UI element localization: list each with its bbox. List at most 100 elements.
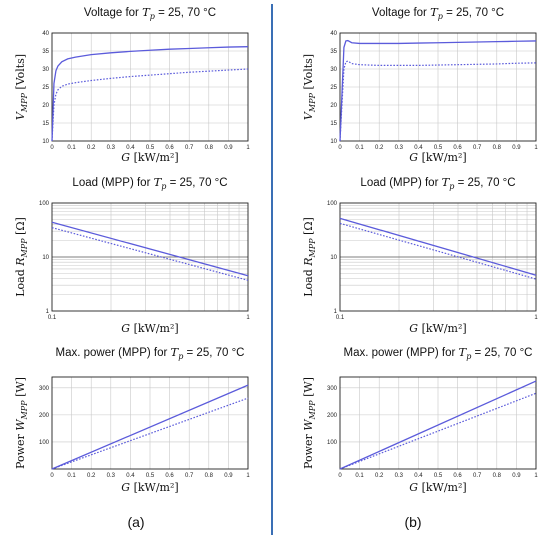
x-tick-label: 1	[534, 145, 538, 151]
x-tick-label: 0.1	[355, 473, 364, 479]
x-tick-label: 0.9	[512, 473, 521, 479]
label-part: R	[302, 257, 315, 266]
x-tick-label: 1	[534, 473, 538, 479]
x-tick-label: 0	[338, 145, 342, 151]
gridlines	[340, 203, 536, 311]
label-part: MPP	[20, 400, 29, 421]
label-part: Power	[14, 431, 27, 469]
series-line-solid	[339, 39, 537, 142]
x-tick-label: 0.1	[67, 473, 76, 479]
label-part: MPP	[308, 238, 317, 259]
label-part: [kW/m²]	[418, 481, 467, 494]
y-tick-label: 25	[330, 85, 337, 91]
series-line-dotted	[51, 68, 249, 142]
plot-frame	[51, 202, 249, 312]
x-tick-label: 0.4	[414, 473, 423, 479]
y-tick-label: 15	[42, 121, 49, 127]
y-axis-label: Load RMPP [Ω]	[14, 217, 29, 297]
label-part: Max. power (MPP) for	[55, 347, 170, 359]
label-part: Max. power (MPP) for	[343, 347, 458, 359]
y-tick-label: 15	[330, 121, 337, 127]
y-tick-label: 40	[42, 31, 49, 37]
plot-frame	[339, 32, 537, 142]
label-part: T	[430, 5, 439, 19]
label-part: G	[409, 151, 418, 164]
chart-title: Voltage for Tp = 25, 70 °C	[372, 5, 504, 21]
label-part: W	[302, 418, 315, 431]
chart-a-voltage: Voltage for Tp = 25, 70 °C 0 0.1 0.2 0.3 0.4 0…	[14, 5, 250, 164]
gridlines	[52, 203, 248, 311]
label-part: Voltage for	[84, 7, 142, 19]
x-tick-label: 0.7	[185, 473, 194, 479]
label-part: T	[154, 175, 163, 189]
x-tick-label: 0.8	[493, 145, 502, 151]
x-axis-label: G [kW/m²]	[409, 322, 466, 335]
label-part: T	[442, 175, 451, 189]
x-tick-label: 0	[50, 473, 54, 479]
y-axis-label: Load RMPP [Ω]	[302, 217, 317, 297]
x-axis-label: G [kW/m²]	[121, 322, 178, 335]
label-part: MPP	[308, 93, 317, 114]
x-tick-label: 0.7	[185, 145, 194, 151]
x-tick-label: 0.3	[107, 473, 116, 479]
x-tick-label: 0	[338, 473, 342, 479]
label-part: [Ω]	[302, 217, 315, 238]
x-tick-label: 1	[534, 315, 538, 321]
label-part: p	[449, 182, 454, 191]
y-tick-label: 1	[334, 309, 338, 315]
label-part: [Ω]	[14, 217, 27, 238]
caption-a: (a)	[127, 514, 144, 530]
x-tick-label: 1	[246, 473, 250, 479]
label-part: p	[178, 352, 183, 361]
series-line-dotted	[51, 397, 249, 470]
x-tick-label: 1	[246, 315, 250, 321]
label-part: p	[161, 182, 166, 191]
y-tick-label: 30	[42, 67, 49, 73]
label-part: [kW/m²]	[130, 481, 179, 494]
x-tick-label: 0.5	[146, 145, 155, 151]
chart-title: Load (MPP) for Tp = 25, 70 °C	[360, 175, 515, 191]
x-tick-label: 0.6	[453, 145, 462, 151]
label-part: V	[14, 111, 27, 120]
label-part: p	[438, 12, 443, 21]
series-line-solid	[339, 380, 537, 470]
label-part: T	[171, 345, 180, 359]
chart-b-load: Load (MPP) for Tp = 25, 70 °C0.1 1110100G…	[302, 175, 538, 335]
x-tick-label: 0.3	[395, 145, 404, 151]
y-tick-label: 300	[327, 386, 338, 392]
y-tick-label: 10	[42, 139, 49, 145]
chart-a-power: Max. power (MPP) for Tp = 25, 70 °C 0 0.1 0…	[14, 345, 250, 494]
label-part: Load (MPP) for	[360, 177, 441, 189]
chart-a-load: Load (MPP) for Tp = 25, 70 °C0.1 1110100G…	[14, 175, 250, 335]
chart-b-voltage: Voltage for Tp = 25, 70 °C 0 0.1 0.2 0.3 0.4 0…	[302, 5, 538, 164]
series-line-dotted	[339, 222, 537, 280]
x-axis-label: G [kW/m²]	[409, 151, 466, 164]
y-tick-label: 100	[327, 201, 338, 207]
label-part: [Volts]	[14, 54, 27, 93]
x-tick-label: 0.6	[453, 473, 462, 479]
y-tick-label: 100	[39, 201, 50, 207]
x-tick-label: 0.8	[493, 473, 502, 479]
x-tick-label: 0.6	[165, 473, 174, 479]
plot-frame	[339, 202, 537, 312]
y-axis-label: VMPP [Volts]	[302, 54, 317, 120]
x-tick-label: 0.5	[434, 145, 443, 151]
y-tick-label: 100	[327, 440, 338, 446]
series-line-solid	[51, 384, 249, 470]
label-part: Load	[14, 266, 27, 297]
label-part: Power	[302, 431, 315, 469]
label-part: = 25, 70 °C	[443, 7, 504, 19]
x-tick-label: 0.9	[224, 473, 233, 479]
label-part: T	[459, 345, 468, 359]
series-line-solid	[339, 217, 537, 276]
label-part: Load	[302, 266, 315, 297]
gridlines	[51, 377, 249, 469]
chart-title: Load (MPP) for Tp = 25, 70 °C	[72, 175, 227, 191]
x-tick-label: 0.7	[473, 473, 482, 479]
x-tick-label: 0.6	[165, 145, 174, 151]
y-axis-label: Power WMPP [W]	[302, 377, 317, 469]
x-tick-label: 0.4	[126, 145, 135, 151]
y-tick-label: 300	[39, 386, 50, 392]
y-tick-label: 10	[330, 255, 337, 261]
series-line-dotted	[51, 227, 249, 281]
